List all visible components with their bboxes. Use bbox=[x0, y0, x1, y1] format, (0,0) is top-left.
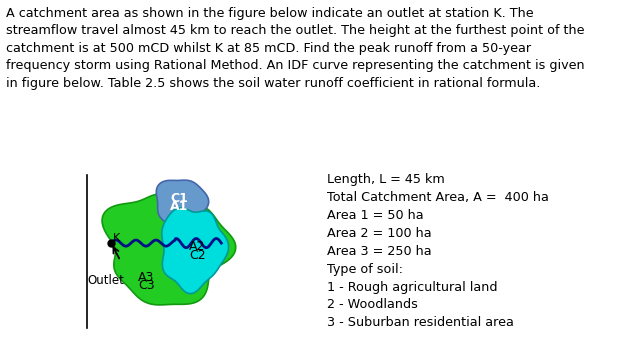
Text: C3: C3 bbox=[138, 279, 155, 292]
Text: Area 3 = 250 ha: Area 3 = 250 ha bbox=[327, 245, 432, 258]
Polygon shape bbox=[102, 194, 236, 305]
Text: Outlet: Outlet bbox=[88, 274, 125, 287]
Text: C2: C2 bbox=[189, 249, 206, 262]
Text: Length, L = 45 km: Length, L = 45 km bbox=[327, 173, 445, 186]
Text: K: K bbox=[113, 233, 120, 242]
Text: Area 2 = 100 ha: Area 2 = 100 ha bbox=[327, 227, 432, 240]
Text: A catchment area as shown in the figure below indicate an outlet at station K. T: A catchment area as shown in the figure … bbox=[6, 7, 585, 90]
Text: 1 - Rough agricultural land: 1 - Rough agricultural land bbox=[327, 280, 498, 293]
Text: Total Catchment Area, A =  400 ha: Total Catchment Area, A = 400 ha bbox=[327, 191, 549, 204]
Text: A3: A3 bbox=[138, 271, 155, 284]
Text: A1: A1 bbox=[169, 200, 188, 213]
Text: A2: A2 bbox=[189, 240, 205, 253]
Text: 2 - Woodlands: 2 - Woodlands bbox=[327, 299, 418, 311]
Text: Area 1 = 50 ha: Area 1 = 50 ha bbox=[327, 209, 424, 222]
Text: Type of soil:: Type of soil: bbox=[327, 262, 403, 276]
Text: 3 - Suburban residential area: 3 - Suburban residential area bbox=[327, 316, 514, 329]
Polygon shape bbox=[156, 180, 209, 228]
Polygon shape bbox=[162, 208, 229, 293]
Text: C1: C1 bbox=[170, 191, 187, 205]
